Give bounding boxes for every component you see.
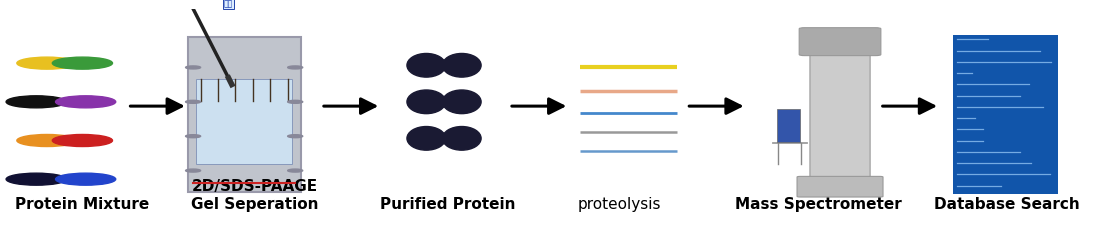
Ellipse shape [442, 54, 482, 78]
FancyBboxPatch shape [196, 80, 292, 164]
FancyBboxPatch shape [188, 38, 301, 192]
Circle shape [7, 96, 66, 108]
Circle shape [53, 135, 113, 147]
Circle shape [185, 169, 201, 172]
Circle shape [56, 173, 115, 185]
FancyBboxPatch shape [810, 48, 870, 182]
Ellipse shape [407, 127, 445, 151]
Text: 加样: 加样 [224, 0, 234, 8]
Text: proteolysis: proteolysis [578, 197, 661, 212]
Circle shape [287, 169, 303, 172]
Ellipse shape [442, 127, 482, 151]
Circle shape [16, 135, 77, 147]
Circle shape [287, 67, 303, 70]
Circle shape [53, 58, 113, 70]
FancyBboxPatch shape [953, 36, 1059, 194]
Text: Database Search: Database Search [934, 197, 1079, 212]
Ellipse shape [407, 54, 445, 78]
FancyBboxPatch shape [772, 142, 806, 143]
Text: Mass Spectrometer: Mass Spectrometer [735, 197, 902, 212]
Circle shape [56, 96, 115, 108]
Circle shape [185, 135, 201, 138]
Circle shape [16, 58, 77, 70]
Circle shape [287, 101, 303, 104]
FancyBboxPatch shape [798, 177, 883, 197]
Circle shape [185, 101, 201, 104]
FancyBboxPatch shape [800, 29, 881, 56]
Ellipse shape [407, 91, 445, 114]
Ellipse shape [442, 91, 482, 114]
Circle shape [7, 173, 66, 185]
Circle shape [185, 67, 201, 70]
Text: 2D/SDS-PAAGE
Gel Seperation: 2D/SDS-PAAGE Gel Seperation [191, 179, 318, 212]
FancyBboxPatch shape [777, 110, 801, 142]
Text: Protein Mixture: Protein Mixture [15, 197, 149, 212]
Text: Purified Protein: Purified Protein [380, 197, 516, 212]
Circle shape [287, 135, 303, 138]
